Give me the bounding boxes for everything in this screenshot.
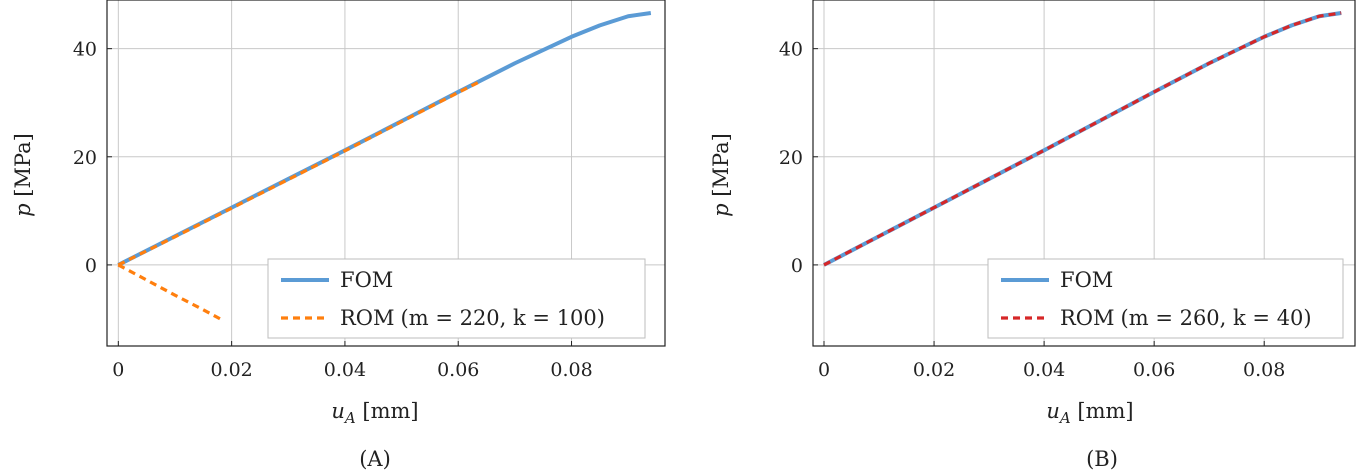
x-axis-label-var: u [331,399,345,423]
legend-series-name: ROM [340,306,395,330]
x-axis-label-unit: [mm] [356,399,419,423]
x-tick-label: 0.06 [1133,359,1175,381]
plot-frame [812,0,1356,347]
legend: FOM ROM (m = 220, k = 100) [267,258,646,339]
series-line-rom [117,79,482,267]
series-line-rom [117,263,222,321]
y-axis-label: p [MPa] [11,133,35,217]
y-axis-label-var: p [11,203,35,216]
x-axis-label-var: u [1046,399,1060,423]
series-fom [823,10,1342,267]
legend-label-fom: FOM [340,268,393,292]
x-axis-label-sub: A [343,409,356,427]
series-line-rom [823,11,1342,267]
y-tick-label: 0 [791,255,803,277]
y-axis-label-var: p [709,203,733,216]
y-tick-label: 40 [779,39,803,61]
x-tick-label: 0.04 [324,359,366,381]
legend-label-rom: ROM (m = 260, k = 40) [1060,306,1312,330]
y-tick-label: 20 [73,147,97,169]
y-axis-label-unit: [MPa] [11,133,35,203]
y-tick-label: 40 [73,39,97,61]
legend-label-fom: FOM [1060,268,1113,292]
x-tick-label: 0.08 [550,359,592,381]
x-tick-label: 0.02 [913,359,955,381]
panel-caption: (A) [359,447,391,471]
x-tick-label: 0 [818,359,830,381]
legend-series-params: (m = 220, k = 100) [401,306,605,330]
legend-series-params: (m = 260, k = 40) [1121,306,1312,330]
legend-series-name: FOM [1060,268,1113,292]
series-rom [117,79,482,321]
y-axis-label: p [MPa] [709,133,733,217]
legend-box [267,258,646,339]
x-tick-label: 0.02 [210,359,252,381]
y-axis-label-unit: [MPa] [709,133,733,203]
y-tick-label: 20 [779,147,803,169]
series-line-fom [117,10,652,267]
series-rom [823,11,1342,267]
legend-box [987,258,1344,339]
plot-frame [106,0,666,347]
x-tick-label: 0 [112,359,124,381]
chart-panel-b: 0 0.02 0.04 0.06 0.08 0 20 40 p [MPa] uA [mm] (B) F… [709,0,1356,471]
legend-series-name: ROM [1060,306,1115,330]
series-line-fom [823,10,1342,267]
x-axis-label: uA [mm] [1046,399,1133,427]
x-tick-label: 0.08 [1243,359,1285,381]
chart-panel-a: 0 0.02 0.04 0.06 0.08 0 20 40 p [MPa] uA [mm] (A) F… [11,0,666,471]
x-axis-label-unit: [mm] [1071,399,1134,423]
x-tick-label: 0.06 [437,359,479,381]
series-fom [117,10,652,267]
legend: FOM ROM (m = 260, k = 40) [987,258,1344,339]
x-tick-label: 0.04 [1023,359,1065,381]
x-axis-label-sub: A [1058,409,1071,427]
panel-caption: (B) [1086,447,1118,471]
legend-series-name: FOM [340,268,393,292]
y-tick-label: 0 [85,255,97,277]
legend-label-rom: ROM (m = 220, k = 100) [340,306,605,330]
x-axis-label: uA [mm] [331,399,418,427]
